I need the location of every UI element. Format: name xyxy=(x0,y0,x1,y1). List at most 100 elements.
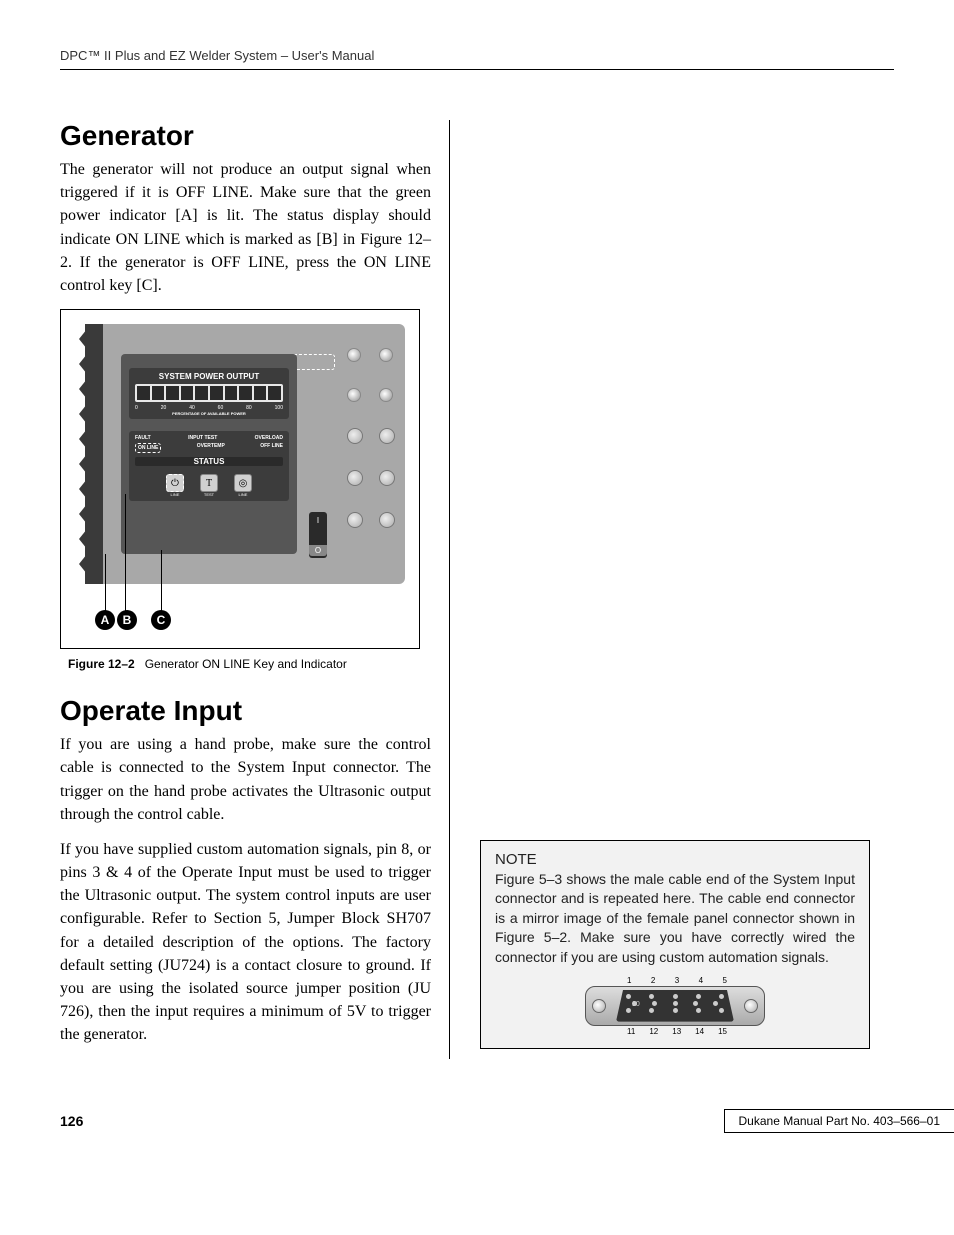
db15-connector: 1 2 3 4 5 6 xyxy=(585,978,765,1034)
panel-spine xyxy=(85,324,103,584)
pin-row-top xyxy=(626,994,724,999)
screw-icon xyxy=(379,512,395,528)
page-number: 126 xyxy=(60,1113,83,1129)
rag-edge xyxy=(79,529,87,549)
connector-screw-icon xyxy=(744,999,758,1013)
tick: 0 xyxy=(135,405,138,411)
power-output-title: SYSTEM POWER OUTPUT xyxy=(135,372,283,381)
online-key-icon: ⏻ xyxy=(166,474,184,492)
status-label: OVERLOAD xyxy=(255,435,283,441)
offline-key-icon: ◎ xyxy=(234,474,252,492)
page-footer: 126 Dukane Manual Part No. 403–566–01 xyxy=(60,1109,894,1133)
content-columns: Generator The generator will not produce… xyxy=(60,120,894,1059)
power-meter xyxy=(135,384,283,402)
btn-wrap: ◎ LINE xyxy=(234,474,252,497)
status-title: STATUS xyxy=(135,457,283,466)
pin-label: 3 xyxy=(675,976,679,985)
callout-line xyxy=(161,550,162,612)
note-body: Figure 5–3 shows the male cable end of t… xyxy=(495,870,855,968)
btn-label: LINE xyxy=(234,492,252,497)
generator-paragraph: The generator will not produce an output… xyxy=(60,158,431,297)
status-label: FAULT xyxy=(135,435,151,441)
rag-edge xyxy=(79,379,87,399)
btn-label: TEST xyxy=(200,492,218,497)
screw-icon xyxy=(347,512,363,528)
callout-line xyxy=(125,494,126,612)
operate-paragraph-1: If you are using a hand probe, make sure… xyxy=(60,733,431,826)
rag-edge xyxy=(79,404,87,424)
figure-caption: Figure 12–2 Generator ON LINE Key and In… xyxy=(68,657,431,671)
status-block: FAULT INPUT TEST OVERLOAD ON LINE OVERTE… xyxy=(129,431,289,501)
pin-label: 15 xyxy=(718,1027,727,1036)
power-output-block: SYSTEM POWER OUTPUT 0 20 40 60 80 xyxy=(129,368,289,419)
figure-12-2: SYSTEM POWER OUTPUT 0 20 40 60 80 xyxy=(60,309,420,649)
callout-line xyxy=(105,554,106,612)
rag-edge xyxy=(79,454,87,474)
status-label-online: ON LINE xyxy=(135,443,161,453)
btn-wrap: T TEST xyxy=(200,474,218,497)
operate-paragraph-2: If you have supplied custom automation s… xyxy=(60,838,431,1047)
led-column-2 xyxy=(379,348,395,528)
led-icon xyxy=(347,388,361,402)
tick: 80 xyxy=(246,405,252,411)
top-pin-labels: 1 2 3 4 5 xyxy=(627,976,727,985)
pin-label: 13 xyxy=(672,1027,681,1036)
pin-label: 1 xyxy=(627,976,631,985)
pin-label: 14 xyxy=(695,1027,704,1036)
bottom-pin-labels: 11 12 13 14 15 xyxy=(627,1027,727,1036)
btn-label: LINE xyxy=(166,492,184,497)
callout-c: C xyxy=(151,610,171,630)
screw-icon xyxy=(379,428,395,444)
page-header: DPC™ II Plus and EZ Welder System – User… xyxy=(60,48,894,70)
db15-shell: 6 10 xyxy=(585,986,765,1026)
rag-edge xyxy=(79,429,87,449)
led-icon xyxy=(347,348,361,362)
header-title: DPC™ II Plus and EZ Welder System – User… xyxy=(60,48,374,63)
inner-panel: SYSTEM POWER OUTPUT 0 20 40 60 80 xyxy=(121,354,297,554)
pin-label: 2 xyxy=(651,976,655,985)
status-row-1: FAULT INPUT TEST OVERLOAD xyxy=(135,435,283,441)
manual-reference: Dukane Manual Part No. 403–566–01 xyxy=(724,1109,954,1133)
connector-figure: 1 2 3 4 5 6 xyxy=(495,978,855,1034)
dashed-highlight xyxy=(291,354,335,370)
right-column: NOTE Figure 5–3 shows the male cable end… xyxy=(470,120,870,1059)
status-label: OFF LINE xyxy=(260,443,283,453)
status-label: INPUT TEST xyxy=(188,435,217,441)
scale-label: PERCENTAGE OF AVAILABLE POWER xyxy=(135,411,283,416)
btn-wrap: ⏻ LINE xyxy=(166,474,184,497)
pin-row-bot xyxy=(626,1008,724,1013)
pin-label: 10 xyxy=(632,1001,640,1008)
screw-icon xyxy=(379,470,395,486)
rag-edge xyxy=(79,554,87,574)
rocker-o: O xyxy=(309,545,327,556)
screw-icon xyxy=(347,428,363,444)
tick: 20 xyxy=(161,405,167,411)
tick: 100 xyxy=(275,405,283,411)
rag-edge xyxy=(79,354,87,374)
status-label: OVERTEMP xyxy=(197,443,225,453)
pin-label: 5 xyxy=(723,976,727,985)
db15-pin-area: 6 10 xyxy=(616,990,734,1022)
rag-edge xyxy=(79,504,87,524)
left-column: Generator The generator will not produce… xyxy=(60,120,450,1059)
pin-label: 4 xyxy=(699,976,703,985)
led-column-1 xyxy=(347,348,363,528)
connector-screw-icon xyxy=(592,999,606,1013)
note-title: NOTE xyxy=(495,851,855,868)
panel-graphic: SYSTEM POWER OUTPUT 0 20 40 60 80 xyxy=(75,324,405,634)
rocker-i: I xyxy=(317,516,319,525)
figure-caption-text: Generator ON LINE Key and Indicator xyxy=(145,657,347,671)
callout-b: B xyxy=(117,610,137,630)
callout-a: A xyxy=(95,610,115,630)
heading-operate-input: Operate Input xyxy=(60,695,431,727)
status-row-2: ON LINE OVERTEMP OFF LINE xyxy=(135,443,283,453)
screw-icon xyxy=(347,470,363,486)
rag-edge xyxy=(79,479,87,499)
figure-caption-label: Figure 12–2 xyxy=(68,657,135,671)
test-key-icon: T xyxy=(200,474,218,492)
pin-label: 11 xyxy=(627,1027,635,1036)
pin-row-mid: 6 10 xyxy=(626,1001,724,1006)
panel-body: SYSTEM POWER OUTPUT 0 20 40 60 80 xyxy=(85,324,405,584)
note-box: NOTE Figure 5–3 shows the male cable end… xyxy=(480,840,870,1049)
pin-label: 12 xyxy=(649,1027,658,1036)
